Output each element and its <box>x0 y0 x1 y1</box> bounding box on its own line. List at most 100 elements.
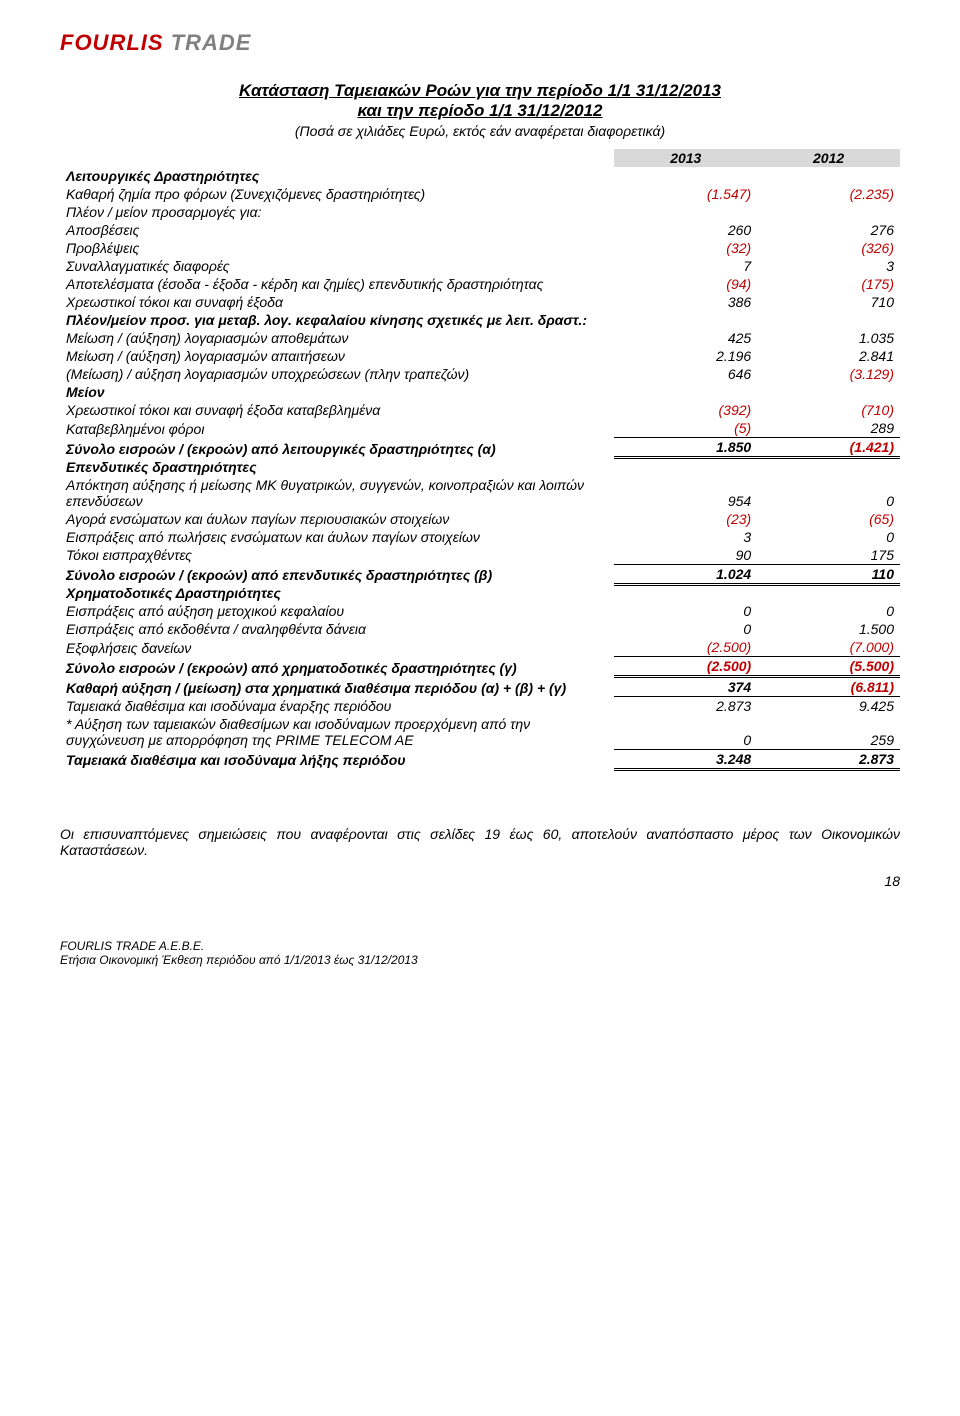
row-label: Απόκτηση αύξησης ή μείωσης ΜΚ θυγατρικών… <box>60 476 614 510</box>
row-val-2: (2.235) <box>757 185 900 203</box>
row-label: Χρηματοδοτικές Δραστηριότητες <box>60 584 614 602</box>
row-val-1 <box>614 203 757 221</box>
row-val-1: 2.873 <box>614 697 757 716</box>
row-val-1: 374 <box>614 677 757 697</box>
row-label: Εισπράξεις από πωλήσεις ενσώματων και άυ… <box>60 528 614 546</box>
row-label: Σύνολο εισροών / (εκροών) από επενδυτικέ… <box>60 564 614 584</box>
row-val-1 <box>614 458 757 476</box>
col-year-2: 2012 <box>757 149 900 167</box>
row-val-2: 1.035 <box>757 329 900 347</box>
table-row: Σύνολο εισροών / (εκροών) από λειτουργικ… <box>60 438 900 458</box>
table-row: * Αύξηση των ταμειακών διαθεσίμων και ισ… <box>60 715 900 749</box>
row-val-1 <box>614 584 757 602</box>
row-val-2: 0 <box>757 602 900 620</box>
row-val-2: 110 <box>757 564 900 584</box>
footer: FOURLIS TRADE A.E.B.E. Ετήσια Οικονομική… <box>60 939 900 967</box>
col-year-1: 2013 <box>614 149 757 167</box>
row-label: Εισπράξεις από αύξηση μετοχικού κεφαλαίο… <box>60 602 614 620</box>
row-label: Μείωση / (αύξηση) λογαριασμών αποθεμάτων <box>60 329 614 347</box>
row-val-1: 90 <box>614 546 757 565</box>
table-row: Χρεωστικοί τόκοι και συναφή έξοδα καταβε… <box>60 401 900 419</box>
row-val-1 <box>614 167 757 185</box>
row-val-2 <box>757 584 900 602</box>
row-val-1: 2.196 <box>614 347 757 365</box>
table-row: Καθαρή αύξηση / (μείωση) στα χρηματικά δ… <box>60 677 900 697</box>
title-block: Κατάσταση Ταμειακών Ροών για την περίοδο… <box>60 81 900 139</box>
table-row: Χρηματοδοτικές Δραστηριότητες <box>60 584 900 602</box>
row-val-2: 175 <box>757 546 900 565</box>
table-row: Συναλλαγματικές διαφορές73 <box>60 257 900 275</box>
page-number: 18 <box>60 873 900 889</box>
row-val-1: (32) <box>614 239 757 257</box>
row-val-2: 2.873 <box>757 749 900 769</box>
row-val-2: (3.129) <box>757 365 900 383</box>
table-row: Λειτουργικές Δραστηριότητες <box>60 167 900 185</box>
table-row: Ταμειακά διαθέσιμα και ισοδύναμα έναρξης… <box>60 697 900 716</box>
table-row: Πλέον/μείον προσ. για μεταβ. λογ. κεφαλα… <box>60 311 900 329</box>
logo: FOURLIS TRADE <box>60 30 900 56</box>
row-val-2: (6.811) <box>757 677 900 697</box>
row-val-1: 425 <box>614 329 757 347</box>
row-label: Εισπράξεις από εκδοθέντα / αναληφθέντα δ… <box>60 620 614 638</box>
row-val-2: 2.841 <box>757 347 900 365</box>
table-row: Μείωση / (αύξηση) λογαριασμών απαιτήσεων… <box>60 347 900 365</box>
row-val-2: (5.500) <box>757 657 900 677</box>
title-sub: (Ποσά σε χιλιάδες Ευρώ, εκτός εάν αναφέρ… <box>60 123 900 139</box>
row-val-1: 954 <box>614 476 757 510</box>
row-val-2 <box>757 383 900 401</box>
row-val-1: 1.850 <box>614 438 757 458</box>
row-label: Αποτελέσματα (έσοδα - έξοδα - κέρδη και … <box>60 275 614 293</box>
row-label: Καταβεβλημένοι φόροι <box>60 419 614 438</box>
row-val-1: 1.024 <box>614 564 757 584</box>
table-row: Επενδυτικές δραστηριότητες <box>60 458 900 476</box>
table-row: (Μείωση) / αύξηση λογαριασμών υποχρεώσεω… <box>60 365 900 383</box>
row-label: Τόκοι εισπραχθέντες <box>60 546 614 565</box>
row-val-1: 260 <box>614 221 757 239</box>
row-val-2: 0 <box>757 528 900 546</box>
table-row: Τόκοι εισπραχθέντες90175 <box>60 546 900 565</box>
row-val-1 <box>614 383 757 401</box>
row-val-1: 646 <box>614 365 757 383</box>
row-val-1: (5) <box>614 419 757 438</box>
row-val-1: (1.547) <box>614 185 757 203</box>
table-row: Σύνολο εισροών / (εκροών) από χρηματοδοτ… <box>60 657 900 677</box>
row-label: Χρεωστικοί τόκοι και συναφή έξοδα <box>60 293 614 311</box>
row-val-2: (326) <box>757 239 900 257</box>
row-label: Αγορά ενσώματων και άυλων παγίων περιουσ… <box>60 510 614 528</box>
footnote: Οι επισυναπτόμενες σημειώσεις που αναφέρ… <box>60 826 900 858</box>
table-row: Εξοφλήσεις δανείων(2.500)(7.000) <box>60 638 900 657</box>
row-label: Μείωση / (αύξηση) λογαριασμών απαιτήσεων <box>60 347 614 365</box>
row-label: Πλέον / μείον προσαρμογές για: <box>60 203 614 221</box>
row-val-2: 0 <box>757 476 900 510</box>
row-val-2: 289 <box>757 419 900 438</box>
row-val-2: 710 <box>757 293 900 311</box>
row-val-2 <box>757 311 900 329</box>
row-val-2: (710) <box>757 401 900 419</box>
title-line1: Κατάσταση Ταμειακών Ροών για την περίοδο… <box>60 81 900 101</box>
row-label: Επενδυτικές δραστηριότητες <box>60 458 614 476</box>
row-label: Συναλλαγματικές διαφορές <box>60 257 614 275</box>
row-label: (Μείωση) / αύξηση λογαριασμών υποχρεώσεω… <box>60 365 614 383</box>
row-val-1: 3 <box>614 528 757 546</box>
row-val-1 <box>614 311 757 329</box>
logo-part2: TRADE <box>171 30 252 55</box>
row-val-2: 276 <box>757 221 900 239</box>
row-val-1: 7 <box>614 257 757 275</box>
row-label: Προβλέψεις <box>60 239 614 257</box>
table-row: Ταμειακά διαθέσιμα και ισοδύναμα λήξης π… <box>60 749 900 769</box>
row-val-2: (1.421) <box>757 438 900 458</box>
row-val-1: 3.248 <box>614 749 757 769</box>
row-val-1: (392) <box>614 401 757 419</box>
row-val-2 <box>757 203 900 221</box>
row-label: Ταμειακά διαθέσιμα και ισοδύναμα έναρξης… <box>60 697 614 716</box>
table-row: Εισπράξεις από εκδοθέντα / αναληφθέντα δ… <box>60 620 900 638</box>
footer-report: Ετήσια Οικονομική Έκθεση περιόδου από 1/… <box>60 953 900 967</box>
row-label: * Αύξηση των ταμειακών διαθεσίμων και ισ… <box>60 715 614 749</box>
table-row: Αποσβέσεις260276 <box>60 221 900 239</box>
footer-company: FOURLIS TRADE A.E.B.E. <box>60 939 900 953</box>
table-row: Αποτελέσματα (έσοδα - έξοδα - κέρδη και … <box>60 275 900 293</box>
row-val-2: 1.500 <box>757 620 900 638</box>
row-label: Σύνολο εισροών / (εκροών) από χρηματοδοτ… <box>60 657 614 677</box>
row-label: Πλέον/μείον προσ. για μεταβ. λογ. κεφαλα… <box>60 311 614 329</box>
row-label: Χρεωστικοί τόκοι και συναφή έξοδα καταβε… <box>60 401 614 419</box>
